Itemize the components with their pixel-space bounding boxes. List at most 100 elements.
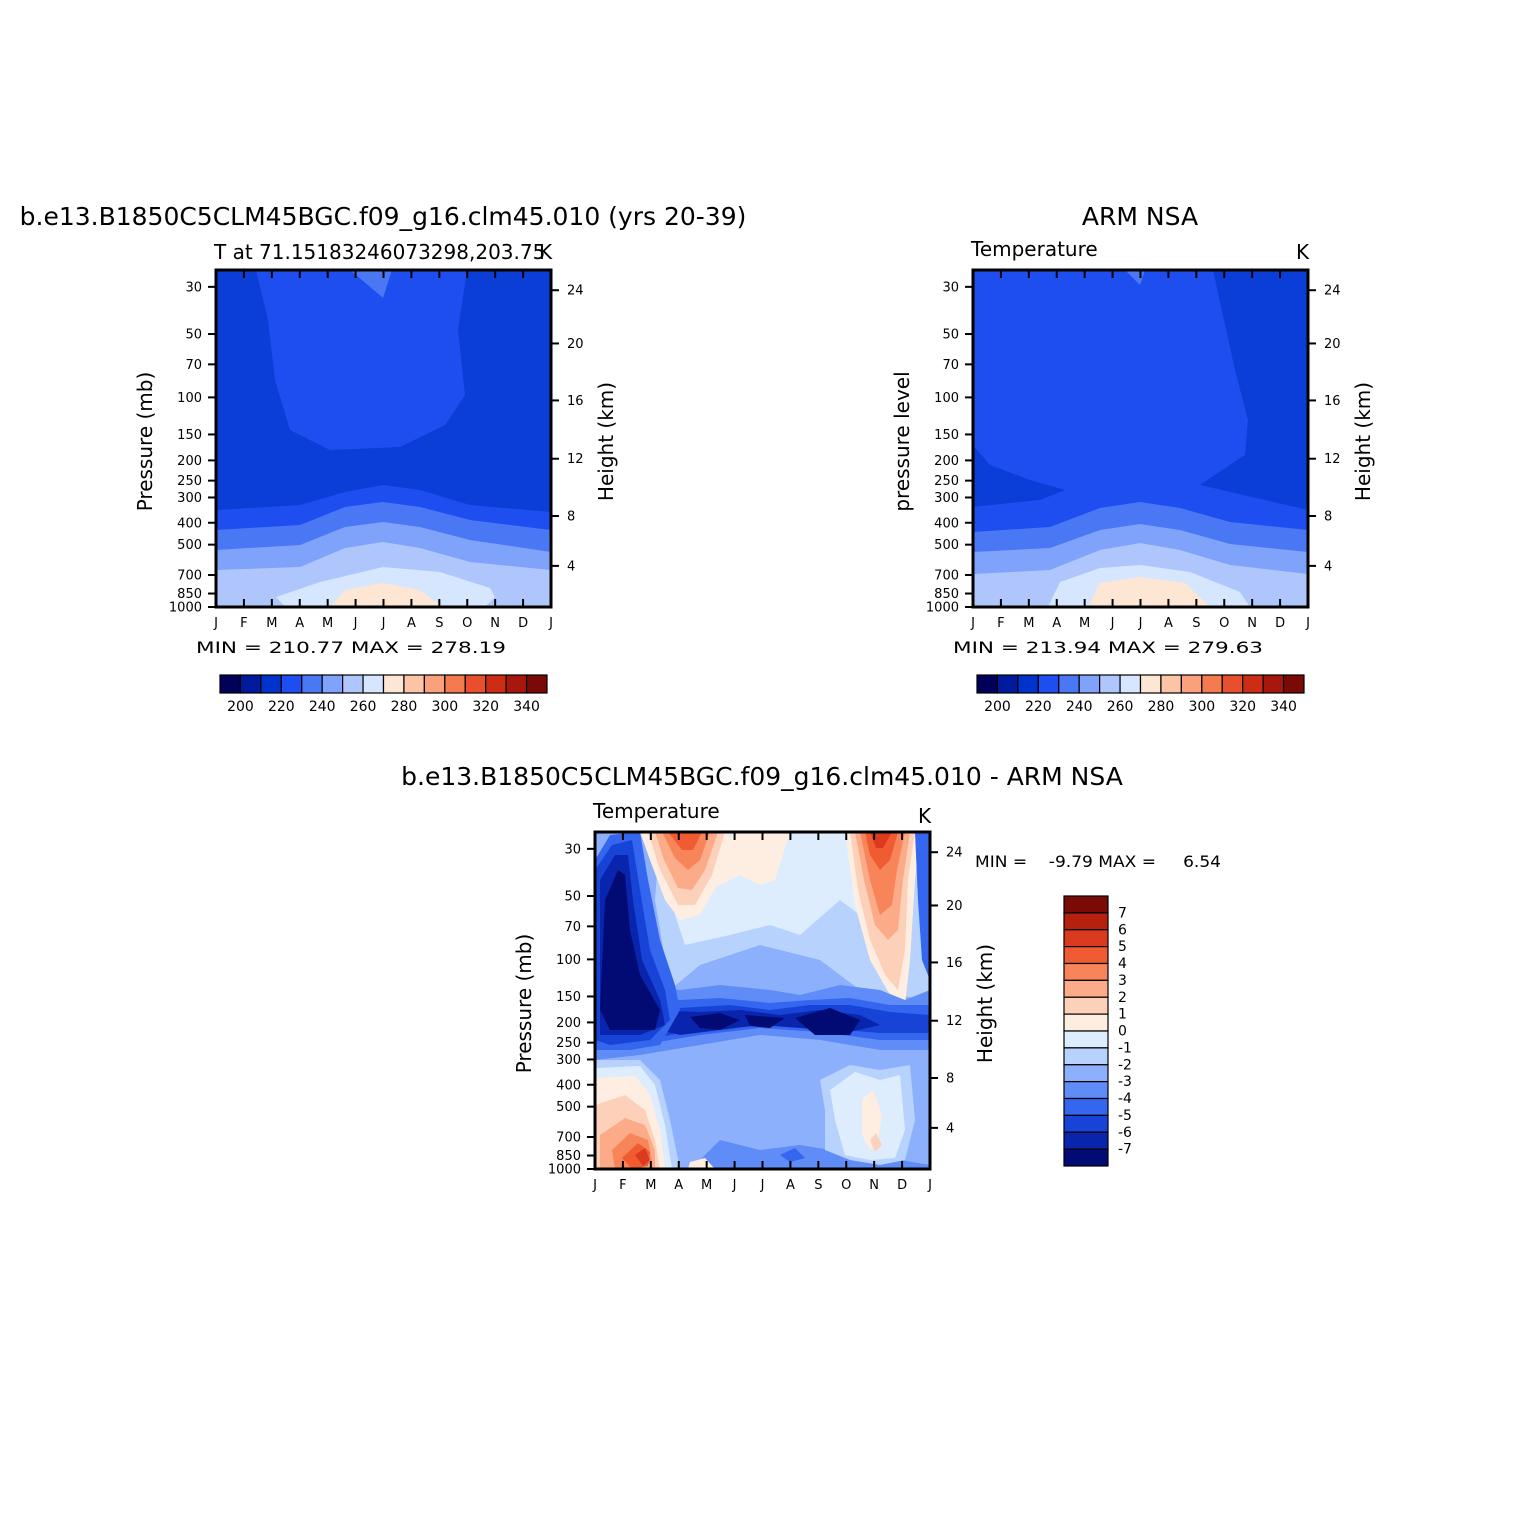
colorbar-label: -4 [1118, 1091, 1132, 1107]
y2-tick-label: 16 [567, 394, 584, 409]
x-tick-label: M [322, 616, 333, 631]
colorbar-swatch [464, 674, 487, 694]
colorbar-swatch [1063, 929, 1109, 948]
colorbar-swatch [1201, 674, 1223, 694]
panel-2-minmax: MIN = 213.94 MAX = 279.63 [953, 638, 1263, 657]
y-tick-label: 100 [934, 391, 959, 406]
y-tick-label: 30 [942, 280, 959, 295]
y-axis-title: Pressure (mb) [133, 372, 157, 512]
colorbar-swatch [505, 674, 528, 694]
colorbar-label: 0 [1118, 1024, 1127, 1040]
y2-tick-label: 4 [567, 559, 575, 574]
panel-2-title: ARM NSA [1082, 202, 1198, 231]
x-tick-label: D [897, 1178, 907, 1193]
colorbar-swatch [1063, 1114, 1109, 1133]
colorbar-swatch [321, 674, 344, 694]
x-tick-label: M [1079, 616, 1090, 631]
colorbar-swatch [1063, 1097, 1109, 1116]
contour-region [1088, 577, 1210, 607]
y-tick-label: 200 [177, 454, 202, 469]
x-tick-label: J [1305, 616, 1310, 631]
colorbar-swatch [301, 674, 323, 694]
y2-tick-label: 20 [1324, 337, 1341, 352]
colorbar-swatch [1063, 1064, 1109, 1083]
colorbar-label: 300 [431, 699, 458, 715]
colorbar-label: 3 [1118, 973, 1127, 989]
panel-1-axes: J F M A M J J A S O N D J 30 50 70 100 150 200 250 300 400 500… [133, 270, 618, 631]
x-tick-label: A [1164, 616, 1173, 631]
colorbar-swatch [1063, 895, 1109, 914]
colorbar-swatch [1063, 1131, 1109, 1150]
x-tick-label: S [814, 1178, 822, 1193]
y-tick-label: 70 [942, 358, 959, 373]
colorbar-label: 200 [984, 699, 1011, 715]
y-tick-label: 150 [934, 428, 959, 443]
colorbar-swatch [1063, 1081, 1109, 1100]
x-tick-label: J [592, 1178, 597, 1193]
panel-3-contour-field [595, 832, 930, 1169]
x-tick-label: S [1192, 616, 1200, 631]
contour-region [330, 583, 442, 607]
x-tick-label: D [1275, 616, 1285, 631]
y-tick-label: 400 [934, 516, 959, 531]
colorbar-label: 280 [1148, 699, 1175, 715]
x-tick-label: F [997, 616, 1004, 631]
colorbar-swatch [1160, 674, 1182, 694]
colorbar-swatch [444, 674, 466, 694]
y2-tick-label: 12 [1324, 452, 1341, 467]
y-tick-label: 500 [556, 1100, 581, 1115]
contour-region [350, 270, 392, 298]
colorbar-label: 4 [1118, 956, 1127, 972]
colorbar-label: 220 [268, 699, 295, 715]
contour-region [1200, 270, 1308, 510]
x-tick-label: O [462, 616, 472, 631]
colorbar-label: -7 [1118, 1142, 1132, 1158]
colorbar-swatch [1221, 674, 1244, 694]
contour-region [795, 1008, 860, 1035]
colorbar-swatch [280, 674, 303, 694]
y2-axis-title: Height (km) [973, 944, 997, 1063]
colorbar-label: 340 [513, 699, 540, 715]
contour-region [870, 832, 892, 848]
x-tick-label: F [240, 616, 247, 631]
colorbar-swatch [403, 674, 425, 694]
y2-tick-label: 24 [946, 846, 963, 861]
x-tick-label: J [927, 1178, 932, 1193]
colorbar-swatch [1099, 674, 1121, 694]
x-tick-label: A [674, 1178, 683, 1193]
colorbar-label: 240 [309, 699, 336, 715]
contour-region [688, 1158, 715, 1169]
x-tick-label: M [266, 616, 277, 631]
colorbar-label: -3 [1118, 1074, 1132, 1090]
panel-model: b.e13.B1850C5CLM45BGC.f09_g16.clm45.010 … [20, 202, 747, 715]
contour-region [635, 1148, 650, 1166]
x-tick-label: M [1023, 616, 1034, 631]
panel-2-contour-field [973, 270, 1308, 607]
colorbar-swatch [1058, 674, 1080, 694]
y-tick-label: 500 [934, 538, 959, 553]
x-tick-label: J [213, 616, 218, 631]
colorbar-swatch [1063, 946, 1109, 965]
y2-axis-title: Height (km) [1351, 382, 1375, 501]
y-tick-label: 850 [177, 587, 202, 602]
x-tick-label: A [1052, 616, 1061, 631]
y2-tick-label: 8 [946, 1072, 954, 1087]
y-tick-label: 300 [556, 1053, 581, 1068]
y2-tick-label: 20 [946, 899, 963, 914]
colorbar-swatch [342, 674, 364, 694]
contour-region [256, 270, 467, 450]
x-tick-label: J [732, 1178, 737, 1193]
y2-tick-label: 20 [567, 337, 584, 352]
x-tick-label: N [490, 616, 500, 631]
colorbar-swatch [423, 674, 446, 694]
contour-region [690, 1013, 740, 1030]
y2-tick-label: 16 [1324, 394, 1341, 409]
x-tick-label: J [760, 1178, 765, 1193]
y-tick-label: 1000 [926, 601, 959, 616]
colorbar-label: 260 [1107, 699, 1134, 715]
colorbar-label: 280 [391, 699, 418, 715]
contour-region [668, 832, 702, 850]
y-tick-label: 250 [934, 474, 959, 489]
panel-3-subtitle: Temperature [592, 799, 720, 823]
panel-1-subtitle: T at 71.15183246073298,203.75 [213, 240, 545, 264]
